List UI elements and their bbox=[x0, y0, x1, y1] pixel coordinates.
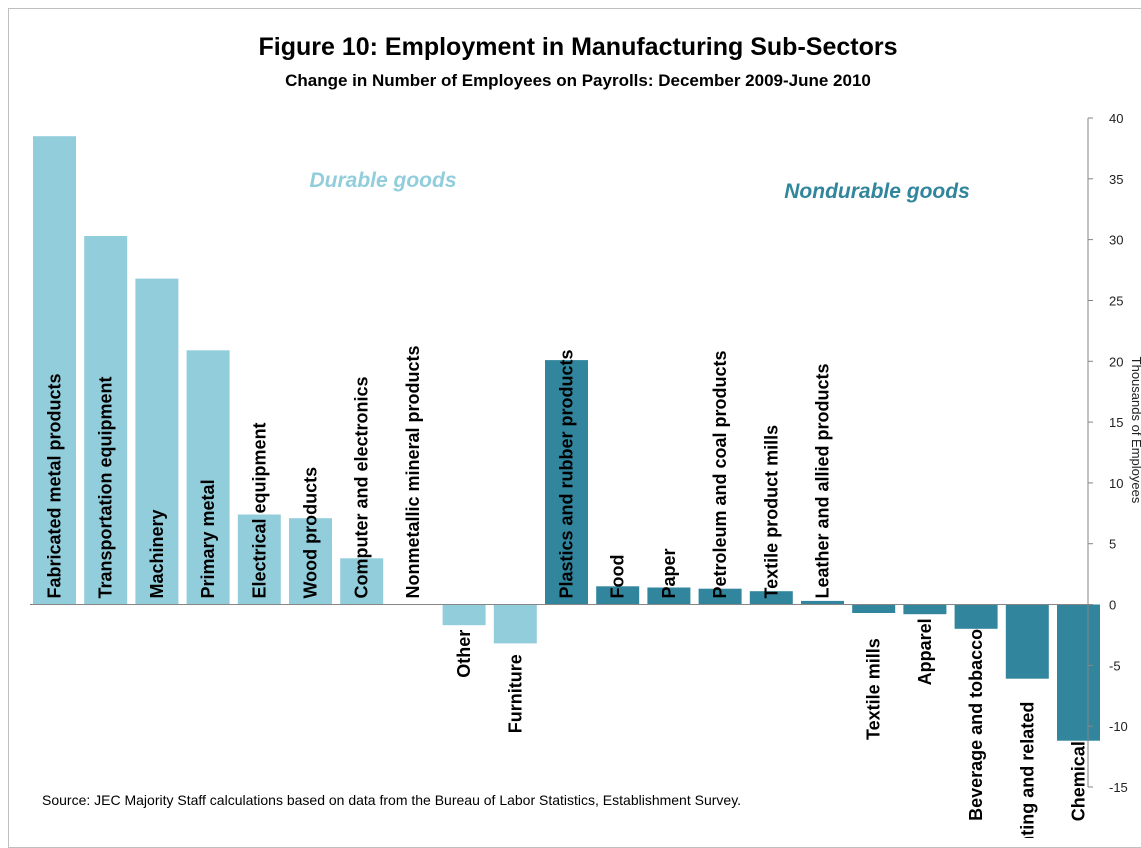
bar-furniture bbox=[493, 604, 537, 644]
category-label: Apparel bbox=[915, 618, 935, 685]
category-label: Fabricated metal products bbox=[45, 373, 65, 598]
category-label: Beverage and tobacco bbox=[966, 629, 986, 821]
bar-transportation-equipment bbox=[84, 236, 128, 605]
bars-group bbox=[33, 136, 1100, 741]
category-label: Textile product mills bbox=[761, 425, 781, 599]
category-label: Textile mills bbox=[864, 638, 884, 740]
bar-printing-and-related bbox=[1005, 604, 1049, 679]
bar-leather-and-allied-products bbox=[801, 600, 844, 605]
category-label: Electrical equipment bbox=[249, 422, 269, 598]
category-label: Chemical bbox=[1069, 741, 1089, 821]
bar-primary-metal bbox=[186, 350, 230, 605]
category-label: Paper bbox=[659, 548, 679, 598]
y-tick-label: 35 bbox=[1109, 172, 1123, 187]
bar-computer-and-electronics bbox=[340, 558, 384, 605]
y-tick-label: 20 bbox=[1109, 354, 1123, 369]
category-label: Primary metal bbox=[198, 479, 218, 598]
y-tick-label: 40 bbox=[1109, 111, 1123, 126]
y-tick-label: 30 bbox=[1109, 233, 1123, 248]
chart-title: Figure 10: Employment in Manufacturing S… bbox=[259, 33, 898, 61]
category-label: Food bbox=[608, 555, 628, 599]
y-tick-label: 25 bbox=[1109, 294, 1123, 309]
y-axis-label: Thousands of Employees bbox=[1129, 357, 1141, 504]
category-label: Transportation equipment bbox=[96, 376, 116, 598]
bar-textile-product-mills bbox=[749, 591, 793, 605]
source-note: Source: JEC Majority Staff calculations … bbox=[42, 792, 741, 808]
bar-machinery bbox=[135, 278, 179, 605]
bar-petroleum-and-coal-products bbox=[698, 588, 742, 605]
y-tick-label: -10 bbox=[1109, 719, 1128, 734]
y-axis: 40 35 30 25 20 15 10 5 0 -5 -10 -15 bbox=[30, 111, 1128, 795]
bar-apparel bbox=[903, 604, 947, 615]
bar-other bbox=[442, 604, 486, 626]
nondurable-goods-label: Nondurable goods bbox=[784, 180, 970, 203]
bar-food bbox=[596, 586, 640, 605]
category-label: Nonmetallic mineral products bbox=[403, 345, 423, 598]
category-label: Other bbox=[454, 630, 474, 678]
category-label: Plastics and rubber products bbox=[557, 349, 577, 598]
y-tick-label: -15 bbox=[1109, 780, 1128, 795]
category-label: Furniture bbox=[505, 654, 525, 733]
y-tick-label: 10 bbox=[1109, 476, 1123, 491]
category-label: Petroleum and coal products bbox=[710, 350, 730, 598]
y-tick-label: 5 bbox=[1109, 537, 1116, 552]
category-labels-group: Fabricated metal products Transportation … bbox=[45, 345, 1089, 838]
durable-goods-label: Durable goods bbox=[309, 169, 456, 192]
y-tick-label: -5 bbox=[1109, 658, 1121, 673]
category-label: Wood products bbox=[301, 467, 321, 599]
bar-wood-products bbox=[289, 518, 332, 605]
bar-electrical-equipment bbox=[237, 514, 281, 605]
category-label: Machinery bbox=[147, 509, 167, 598]
bar-beverage-and-tobacco bbox=[954, 604, 998, 629]
category-label: Printing and related bbox=[1017, 702, 1037, 838]
bar-fabricated-metal-products bbox=[33, 136, 76, 605]
bar-paper bbox=[647, 587, 691, 605]
bar-chemical bbox=[1057, 604, 1100, 741]
category-label: Leather and allied products bbox=[813, 363, 833, 598]
bar-plastics-and-rubber-products bbox=[545, 360, 588, 605]
chart-subtitle: Change in Number of Employees on Payroll… bbox=[285, 71, 871, 90]
y-tick-label: 0 bbox=[1109, 598, 1116, 613]
category-label: Computer and electronics bbox=[352, 376, 372, 598]
y-tick-label: 15 bbox=[1109, 415, 1123, 430]
bar-textile-mills bbox=[852, 604, 896, 613]
